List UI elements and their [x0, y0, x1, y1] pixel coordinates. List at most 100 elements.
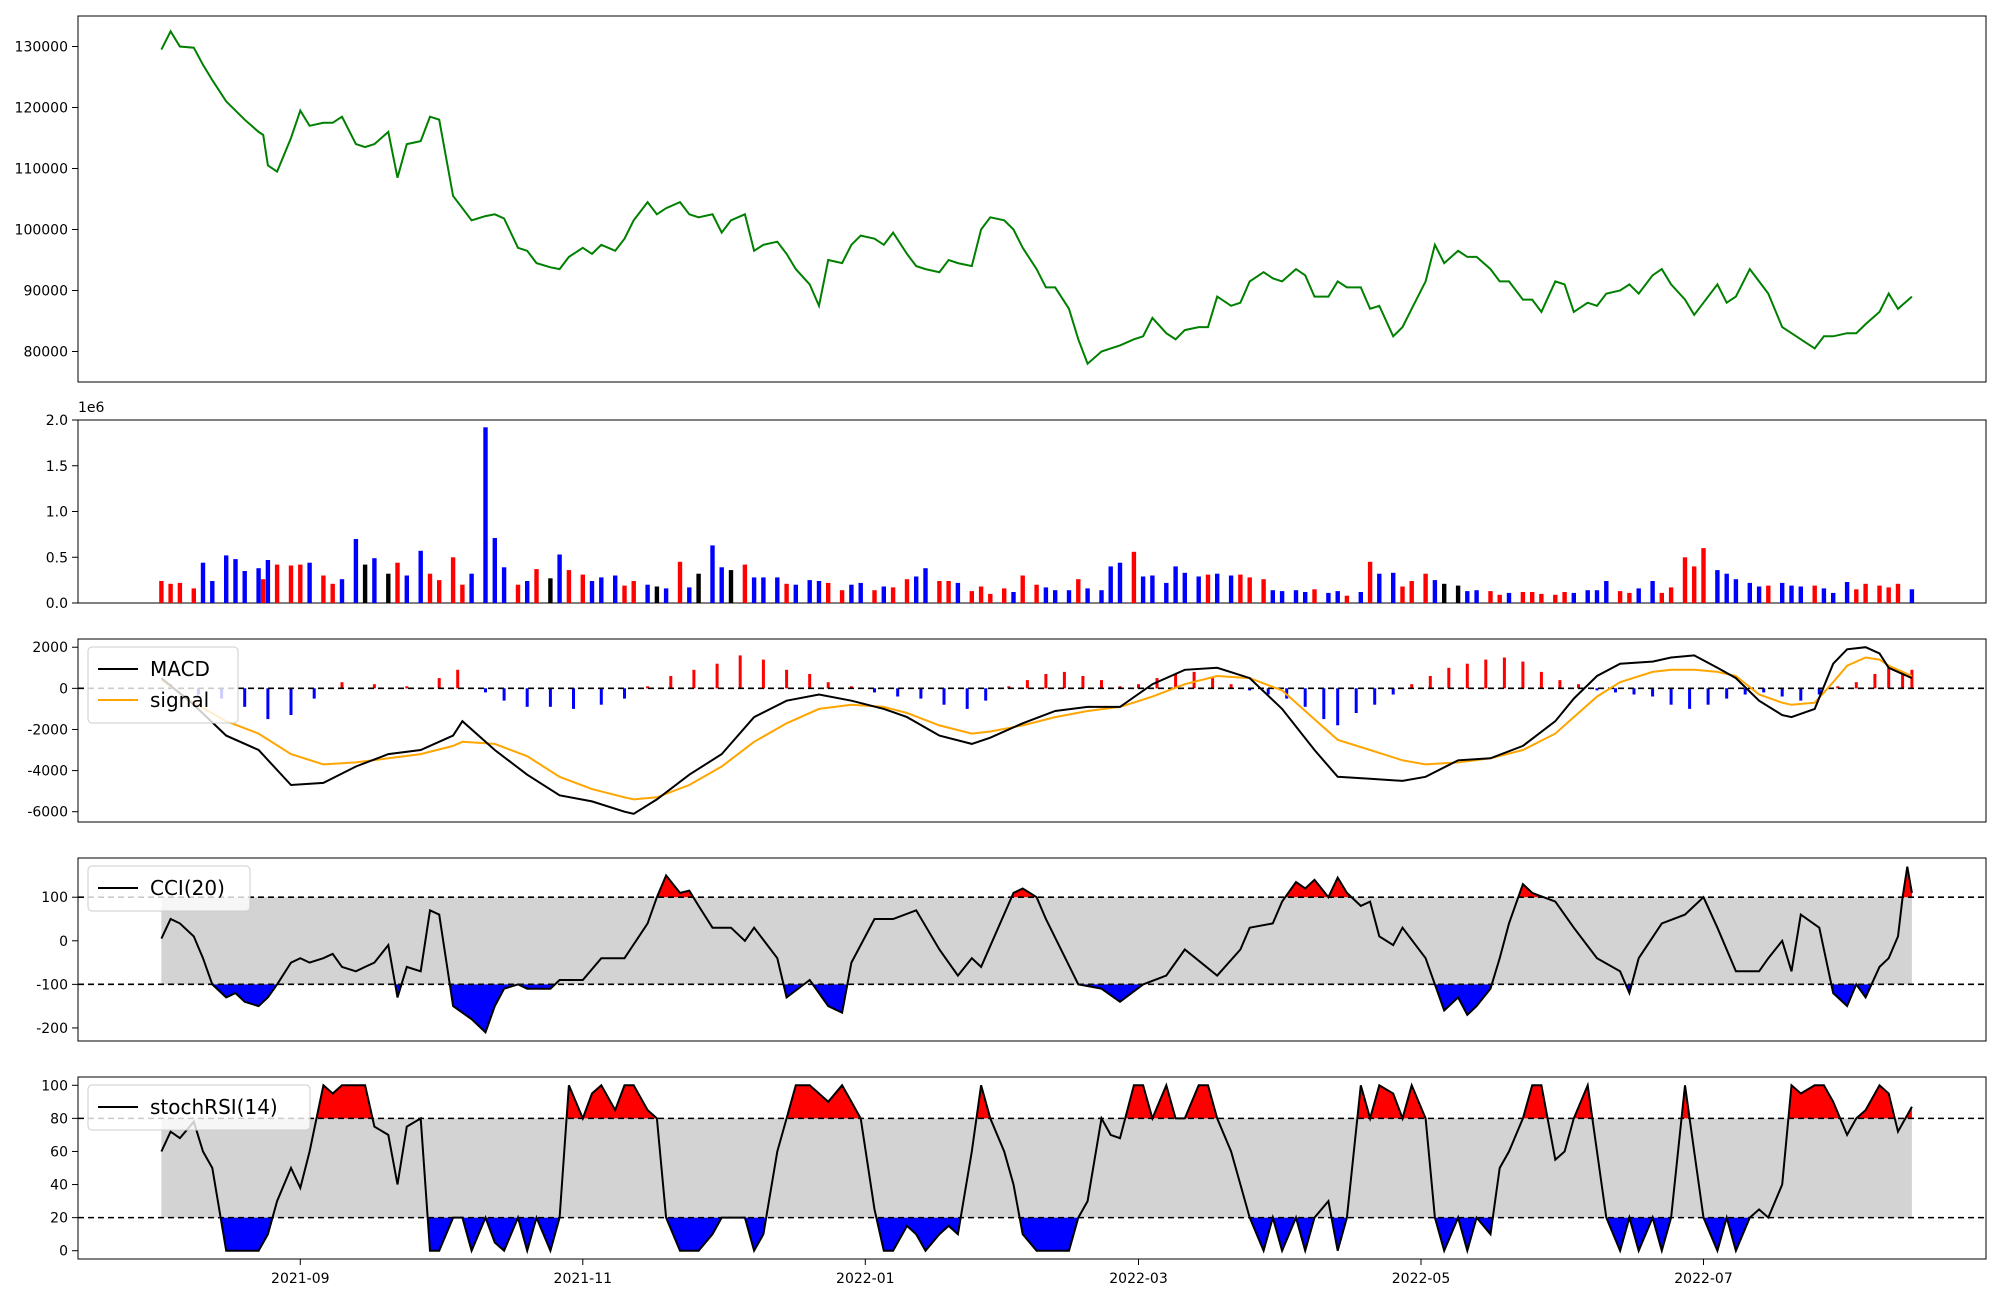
volume-bar [816, 581, 822, 603]
volume-bar [1682, 557, 1688, 604]
histogram-bar [372, 684, 376, 689]
histogram-bar [692, 669, 696, 689]
volume-bar [1391, 572, 1396, 603]
volume-bar [330, 583, 335, 603]
histogram-bar [1854, 682, 1858, 689]
volume-bar [1215, 573, 1220, 603]
volume-bar [1228, 575, 1234, 603]
volume-bar [1715, 570, 1720, 603]
volume-bar [1844, 582, 1850, 603]
macd-line [160, 646, 1913, 815]
plot-frame [77, 1076, 1987, 1260]
y-tick-label: 0 [59, 681, 68, 697]
y-tick-label: 0.5 [46, 550, 68, 566]
histogram-bar [1174, 674, 1178, 689]
histogram-bar [1901, 671, 1905, 689]
volume-bar [1117, 562, 1123, 603]
volume-bar [1812, 585, 1817, 603]
volume-bar [1432, 580, 1438, 603]
volume-bar [1465, 591, 1470, 603]
histogram-bar [919, 688, 923, 699]
volume-bar [557, 554, 562, 603]
volume-bar [200, 562, 206, 603]
volume-bar [872, 590, 877, 603]
volume-bar [1247, 577, 1252, 603]
histogram-bar [1447, 667, 1451, 689]
volume-bar [1442, 583, 1447, 603]
volume-bar [1692, 566, 1697, 603]
price-line [160, 29, 1913, 366]
volume-bar [1863, 583, 1868, 603]
histogram-bar [785, 669, 789, 689]
volume-bar [1530, 592, 1535, 603]
y-tick-label: 80 [50, 1111, 68, 1127]
volume-bar [742, 564, 748, 603]
volume-bar [534, 569, 539, 603]
histogram-bar [1081, 676, 1085, 689]
volume-bar [631, 581, 636, 603]
volume-bar [1520, 592, 1526, 603]
histogram-bar [1651, 688, 1655, 697]
histogram-bar [715, 663, 719, 689]
y-offset-label: 1e6 [78, 400, 105, 416]
histogram-bar [1137, 684, 1140, 689]
volume-bar [1020, 575, 1025, 603]
volume-bar [261, 579, 266, 603]
histogram-bar [1465, 663, 1469, 689]
volume-bar [1279, 591, 1285, 603]
histogram-bar [1799, 688, 1803, 701]
histogram-bar [1062, 671, 1066, 689]
y-tick-label: 0 [59, 934, 68, 950]
histogram-bar [1266, 688, 1270, 695]
y-tick-label: 2.0 [46, 413, 68, 429]
stochrsi-overbought-fill [316, 1085, 1912, 1119]
volume-bar [1367, 561, 1373, 603]
stochrsi-panel: 0 20 40 60 80 100 stochRSI(14) [41, 1076, 1987, 1260]
histogram-bar [266, 688, 270, 720]
volume-bar [881, 586, 886, 603]
volume-bar [418, 550, 423, 603]
histogram-bar [243, 688, 247, 707]
signal-line [160, 656, 1913, 801]
histogram-bar [1211, 678, 1215, 689]
volume-bar [395, 562, 400, 603]
x-axis: 2021-09 2021-11 2022-01 2022-03 2022-05 2022-… [271, 1259, 1733, 1287]
volume-bar [483, 427, 488, 603]
y-tick-label: 130000 [15, 40, 68, 56]
plot-frame [77, 638, 1987, 823]
volume-bar [761, 577, 766, 603]
volume-bar [168, 583, 173, 603]
volume-bar [1205, 574, 1211, 603]
macd-panel: -6000 -4000 -2000 0 2000 MACD signal [27, 638, 1987, 823]
volume-bar [1886, 587, 1891, 603]
volume-bar [159, 581, 164, 603]
histogram-bar [1025, 680, 1029, 689]
y-tick-label: 90000 [23, 284, 68, 300]
volume-bar [492, 538, 497, 603]
volume-bar [177, 582, 183, 603]
histogram-bar [1725, 688, 1729, 699]
volume-bar [1312, 589, 1317, 603]
histogram-bar [599, 688, 603, 705]
histogram-bar [1873, 674, 1877, 689]
volume-bar [793, 584, 798, 603]
histogram-bar [1743, 688, 1747, 695]
volume-bar [1789, 585, 1794, 603]
legend-box [87, 1084, 311, 1131]
y-tick-label: 0.0 [46, 596, 68, 612]
y-tick-label: 1.0 [46, 505, 68, 521]
histogram-bar [761, 659, 765, 689]
volume-bar [1344, 595, 1350, 603]
volume-bar [1553, 594, 1558, 603]
y-tick-label: -100 [36, 977, 68, 993]
histogram-bar [525, 688, 529, 707]
volume-bar [687, 587, 692, 603]
legend-box [87, 646, 239, 724]
y-tick-label: 0 [59, 1244, 68, 1260]
volume-bar [1076, 579, 1081, 603]
volume-bar [1562, 592, 1567, 603]
volume-bar [1617, 591, 1623, 603]
x-tick-label: 2021-11 [554, 1271, 613, 1287]
volume-bar [849, 584, 854, 603]
volume-bar [1164, 582, 1169, 603]
